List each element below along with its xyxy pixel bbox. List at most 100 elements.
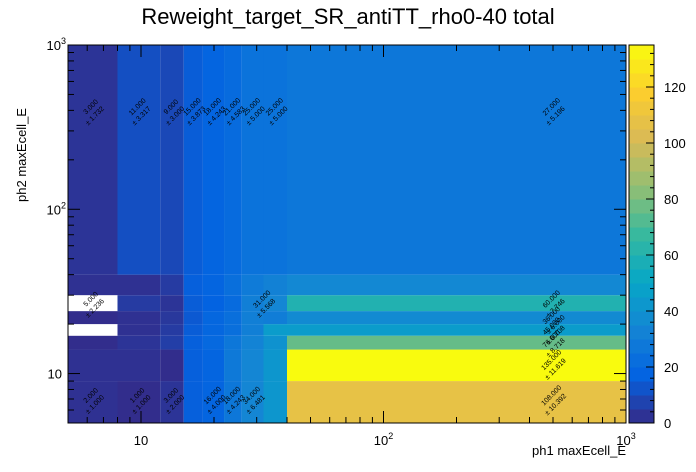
heatmap-cell <box>224 295 242 312</box>
heatmap-cell <box>202 274 225 296</box>
y-tick-label: 10 <box>48 367 62 382</box>
heatmap-cell <box>224 274 242 296</box>
colorbar-segment <box>629 339 654 354</box>
heatmap-cell <box>286 295 626 312</box>
heatmap-cell <box>224 381 242 423</box>
heatmap-cell <box>183 335 203 350</box>
colorbar-tick-label: 100 <box>664 136 686 151</box>
heatmap-cell <box>224 349 242 382</box>
colorbar-segment <box>629 241 654 256</box>
heatmap-cell <box>117 335 161 350</box>
heatmap-cell <box>263 381 287 423</box>
heatmap-cell <box>183 349 203 382</box>
heatmap-cell <box>183 381 203 423</box>
heatmap-cell <box>202 45 225 275</box>
colorbar-segment <box>629 409 654 424</box>
colorbar-segment <box>629 269 654 284</box>
colorbar-segment <box>629 73 654 88</box>
y-tick-label: 103 <box>47 36 66 53</box>
heatmap-cell <box>160 45 184 275</box>
heatmap-cell <box>117 274 161 296</box>
heatmap-cell <box>183 45 203 275</box>
colorbar-segment <box>629 157 654 172</box>
heatmap-cell <box>263 274 287 296</box>
heatmap-cell <box>286 381 626 423</box>
colorbar-segment <box>629 297 654 312</box>
heatmap-cell <box>286 311 626 325</box>
heatmap-cell <box>183 324 203 336</box>
heatmap-cell <box>117 311 161 325</box>
heatmap-cell <box>263 335 287 350</box>
heatmap-cells <box>68 45 626 423</box>
heatmap-cell <box>263 324 287 336</box>
heatmap-cell <box>117 349 161 382</box>
heatmap-cell <box>241 311 264 325</box>
colorbar-segment <box>629 171 654 186</box>
plot-frame <box>67 44 627 424</box>
heatmap-cell <box>68 311 118 325</box>
heatmap-cell <box>224 324 242 336</box>
heatmap-cell <box>241 45 264 275</box>
heatmap-cell <box>286 349 626 382</box>
heatmap-cell <box>160 295 184 312</box>
heatmap-cell <box>241 349 264 382</box>
heatmap-cell <box>183 295 203 312</box>
heatmap-cell <box>263 45 287 275</box>
heatmap-cell <box>263 311 287 325</box>
heatmap-cell <box>160 274 184 296</box>
heatmap-cell <box>68 349 118 382</box>
colorbar-segment <box>629 185 654 200</box>
heatmap-cell <box>160 381 184 423</box>
heatmap-cell <box>286 274 626 296</box>
colorbar-segment <box>629 353 654 368</box>
heatmap-cell <box>68 45 118 275</box>
y-tick-label: 102 <box>47 200 66 217</box>
heatmap-cell <box>202 295 225 312</box>
heatmap-cell <box>263 349 287 382</box>
heatmap-cell <box>241 324 264 336</box>
heatmap-cell <box>202 381 225 423</box>
heatmap-cell <box>68 335 118 350</box>
heatmap-cell <box>117 324 161 336</box>
colorbar-segment <box>629 311 654 326</box>
heatmap-cell <box>202 335 225 350</box>
colorbar-tick-label: 80 <box>664 192 678 207</box>
heatmap-cell <box>160 324 184 336</box>
heatmap-cell <box>183 311 203 325</box>
heatmap-cell <box>286 324 626 336</box>
colorbar-segment <box>629 213 654 228</box>
heatmap-cell <box>241 381 264 423</box>
heatmap-cell <box>68 295 118 312</box>
colorbar-segment <box>629 325 654 340</box>
heatmap-cell <box>286 45 626 275</box>
heatmap-cell <box>68 274 118 296</box>
colorbar-segment <box>629 199 654 214</box>
heatmap-cell <box>117 381 161 423</box>
heatmap-cell <box>160 311 184 325</box>
colorbar-segment <box>629 45 654 60</box>
x-tick-label: 102 <box>374 431 393 448</box>
heatmap-cell <box>224 45 242 275</box>
colorbar-tick-label: 120 <box>664 80 686 95</box>
x-tick-label: 10 <box>134 433 148 448</box>
colorbar-segment <box>629 283 654 298</box>
heatmap-cell <box>183 274 203 296</box>
chart-title: Reweight_target_SR_antiTT_rho0-40 total <box>141 4 554 29</box>
heatmap-cell <box>68 381 118 423</box>
colorbar-segment <box>629 101 654 116</box>
colorbar-tick-label: 0 <box>664 416 671 431</box>
colorbar-segment <box>629 87 654 102</box>
colorbar-segment <box>629 59 654 74</box>
heatmap-cell <box>241 335 264 350</box>
heatmap-cell <box>202 349 225 382</box>
colorbar-segment <box>629 381 654 396</box>
heatmap-cell <box>117 45 161 275</box>
y-axis-label: ph2 maxEcell_E <box>14 108 29 202</box>
heatmap-cell <box>202 324 225 336</box>
heatmap-cell <box>224 311 242 325</box>
colorbar-tick-label: 20 <box>664 360 678 375</box>
colorbar-frame <box>628 44 655 424</box>
heatmap-cell <box>263 295 287 312</box>
colorbar-segment <box>629 255 654 270</box>
